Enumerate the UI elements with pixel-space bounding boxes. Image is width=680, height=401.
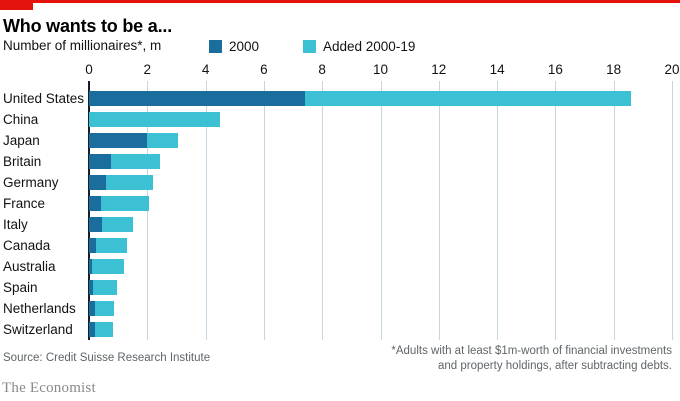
bar-row (89, 322, 113, 337)
row-label: Italy (3, 217, 28, 232)
row-label: Australia (3, 259, 56, 274)
brand-wordmark: The Economist (2, 380, 96, 396)
bar-segment-added-2000-19 (100, 196, 149, 211)
x-tick-label: 2 (143, 62, 152, 77)
bar-row (89, 175, 154, 190)
bar-segment-added-2000-19 (91, 259, 124, 274)
row-label: France (3, 196, 46, 211)
bar-row (89, 112, 221, 127)
x-axis: 0 2 4 6 8 10 12 14 16 18 20 (85, 62, 679, 78)
footnote-line-2: and property holdings, after subtracting… (438, 360, 672, 372)
gridline (555, 81, 557, 340)
bar-segment-2000 (89, 217, 103, 232)
bar-segment-added-2000-19 (93, 280, 117, 295)
x-tick-label: 0 (85, 62, 93, 77)
legend-label: 2000 (229, 38, 260, 54)
page-title: Who wants to be a... (3, 16, 173, 36)
gridline (438, 81, 440, 340)
gridline (205, 81, 207, 340)
bar-segment-2000 (89, 280, 94, 295)
row-label: China (3, 112, 39, 127)
bar-segment-added-2000-19 (96, 238, 127, 253)
x-tick-label: 4 (201, 62, 210, 77)
bar-segment-2000 (89, 154, 111, 169)
legend-swatch-added (303, 39, 316, 53)
row-label: Germany (3, 175, 59, 190)
bar-segment-added-2000-19 (102, 217, 133, 232)
row-label: Spain (3, 280, 38, 295)
bar-segment-2000 (89, 175, 107, 190)
footnote-line-1: *Adults with at least $1m-worth of finan… (391, 345, 672, 357)
bar-row (89, 91, 632, 106)
legend-swatch-2000 (209, 39, 222, 53)
x-tick-label: 14 (489, 62, 505, 77)
economist-red-tab (0, 0, 33, 10)
bar-segment-added-2000-19 (89, 112, 221, 127)
bar-row (89, 280, 117, 295)
x-tick-label: 6 (260, 62, 268, 77)
bar-segment-added-2000-19 (106, 175, 154, 190)
bar-row (89, 154, 161, 169)
x-tick-label: 20 (664, 62, 680, 77)
bar-row (89, 133, 178, 148)
gridline (613, 81, 615, 340)
bar-segment-2000 (89, 196, 101, 211)
gridline (672, 81, 673, 340)
bar-segment-2000 (89, 301, 95, 316)
stacked-bar-chart: 0 2 4 6 8 10 12 14 16 18 20 United States China Japa… (0, 62, 680, 340)
bar-row (89, 238, 127, 253)
row-label: Japan (3, 133, 40, 148)
page-subtitle: Number of millionaires*, m (3, 38, 162, 53)
bar-row (89, 259, 124, 274)
x-tick-label: 10 (372, 62, 389, 77)
source-note: Source: Credit Suisse Research Institute (3, 352, 211, 364)
subtitle-row: Number of millionaires*, m 2000 Added 20… (3, 37, 677, 55)
bar-segment-2000 (89, 322, 95, 337)
top-accent-line (0, 0, 680, 3)
legend-item-added-2000-19: Added 2000-19 (303, 37, 415, 55)
bar-row (89, 301, 115, 316)
bar-segment-2000 (89, 133, 148, 148)
bar-segment-2000 (89, 259, 92, 274)
bar-segment-added-2000-19 (304, 91, 632, 106)
legend-label: Added 2000-19 (323, 38, 416, 54)
row-label: United States (3, 91, 85, 106)
category-labels: United States China Japan Britain Germany Fra… (3, 88, 87, 340)
gridline (322, 81, 324, 340)
bar-row (89, 217, 133, 232)
gridline (263, 81, 265, 340)
legend-item-2000: 2000 (209, 37, 259, 55)
gridline (497, 81, 499, 340)
bar-segment-added-2000-19 (94, 322, 113, 337)
row-label: Netherlands (3, 301, 76, 316)
x-tick-label: 8 (318, 62, 326, 77)
bar-segment-2000 (89, 91, 305, 106)
x-tick-label: 16 (547, 62, 563, 77)
bar-segment-added-2000-19 (147, 133, 178, 148)
gridline (380, 81, 382, 340)
bar-segment-added-2000-19 (94, 301, 115, 316)
bar-segment-2000 (89, 238, 97, 253)
plot-area (88, 81, 673, 340)
row-label: Switzerland (3, 322, 73, 337)
row-label: Canada (3, 238, 51, 253)
footnote: *Adults with at least $1m-worth of finan… (272, 344, 672, 374)
bar-row (89, 196, 149, 211)
x-tick-label: 12 (431, 62, 447, 77)
bar-segment-added-2000-19 (110, 154, 161, 169)
x-tick-label: 18 (606, 62, 622, 77)
row-label: Britain (3, 154, 42, 169)
